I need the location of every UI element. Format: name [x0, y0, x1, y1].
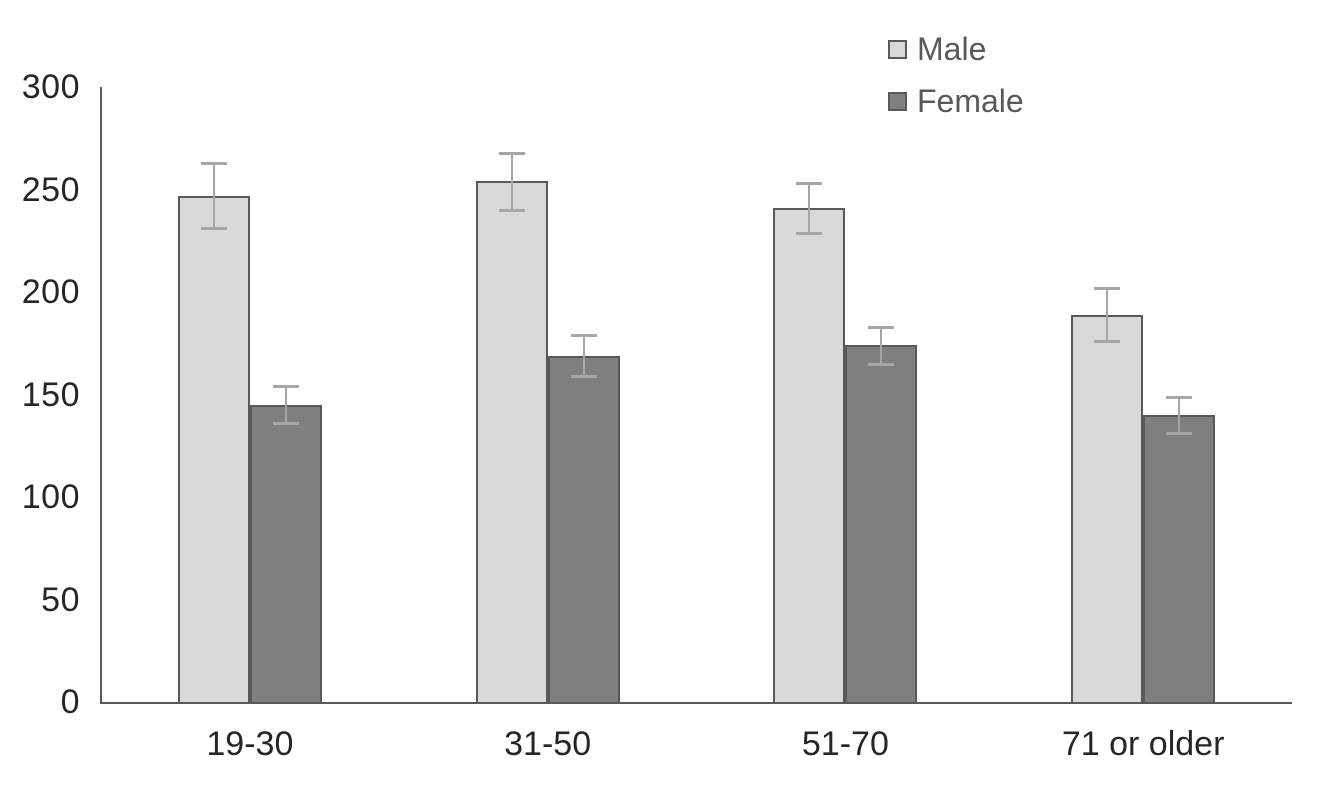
error-bar-female-71-or-older	[1178, 396, 1181, 434]
error-bar-male-19-30	[212, 162, 215, 229]
error-bar-bottom-cap-female-19-30	[272, 422, 299, 426]
legend-label-male: Male	[917, 30, 987, 67]
error-bar-top-cap-female-31-50	[570, 334, 597, 338]
y-tick-label-200: 200	[21, 273, 80, 311]
error-bar-male-31-50	[510, 152, 513, 210]
error-bar-top-cap-male-19-30	[200, 161, 227, 165]
x-category-label-31-50: 31-50	[504, 725, 592, 763]
x-category-label-71-or-older: 71 or older	[1061, 725, 1225, 763]
error-bar-top-cap-female-71-or-older	[1166, 395, 1193, 399]
bar-female-31-50	[547, 355, 620, 704]
y-tick-label-0: 0	[60, 683, 80, 721]
bar-male-19-30	[177, 195, 250, 704]
error-bar-top-cap-female-19-30	[272, 385, 299, 389]
bar-female-51-70	[845, 345, 918, 704]
error-bar-top-cap-male-31-50	[498, 151, 525, 155]
bar-male-31-50	[475, 181, 548, 704]
x-category-label-19-30: 19-30	[206, 725, 294, 763]
legend-item-female: Female	[888, 82, 1024, 120]
error-bar-female-51-70	[880, 326, 883, 364]
y-tick-label-300: 300	[21, 68, 80, 106]
error-bar-female-19-30	[284, 386, 287, 424]
legend-swatch-male-icon	[888, 39, 907, 59]
legend-item-male: Male	[888, 30, 1024, 68]
error-bar-bottom-cap-female-71-or-older	[1166, 432, 1193, 436]
x-category-label-51-70: 51-70	[801, 725, 889, 763]
error-bar-bottom-cap-male-71-or-older	[1094, 340, 1121, 344]
error-bar-female-31-50	[582, 335, 585, 377]
bar-female-71-or-older	[1143, 415, 1216, 704]
x-axis-line	[100, 702, 1292, 704]
legend-label-female: Female	[917, 82, 1024, 119]
y-tick-label-50: 50	[41, 580, 80, 619]
legend-swatch-female-icon	[888, 91, 907, 111]
error-bar-top-cap-female-51-70	[868, 325, 895, 329]
bar-female-19-30	[249, 404, 322, 704]
error-bar-male-71-or-older	[1106, 287, 1109, 342]
error-bar-top-cap-male-51-70	[796, 182, 823, 186]
legend: Male Female	[888, 30, 1024, 134]
error-bar-top-cap-male-71-or-older	[1094, 286, 1121, 290]
error-bar-bottom-cap-female-51-70	[868, 362, 895, 366]
y-axis-line	[100, 87, 102, 704]
bar-male-71-or-older	[1071, 314, 1144, 704]
error-bar-bottom-cap-male-51-70	[796, 231, 823, 235]
error-bar-bottom-cap-female-31-50	[570, 375, 597, 379]
error-bar-male-51-70	[808, 183, 811, 233]
y-tick-label-250: 250	[21, 170, 80, 209]
error-bar-bottom-cap-male-31-50	[498, 209, 525, 212]
y-tick-label-150: 150	[21, 375, 80, 414]
error-bar-bottom-cap-male-19-30	[200, 227, 227, 231]
bar-male-51-70	[773, 207, 846, 704]
y-tick-label-100: 100	[21, 478, 80, 516]
